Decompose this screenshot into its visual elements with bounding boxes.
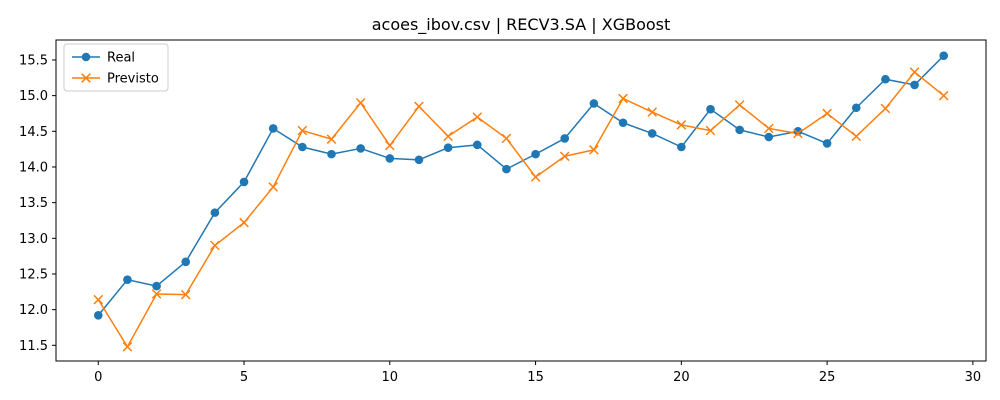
data-point-real <box>647 129 657 138</box>
data-point-previsto <box>268 182 279 192</box>
data-point-previsto <box>239 217 249 228</box>
y-tick-label: 11.5 <box>19 339 48 354</box>
x-tick-label: 10 <box>382 370 399 385</box>
x-tick-label: 0 <box>94 370 102 385</box>
data-point-previsto <box>414 101 424 112</box>
data-point-real <box>385 154 395 163</box>
data-point-previsto <box>297 125 308 136</box>
data-point-previsto <box>618 93 628 104</box>
data-point-real <box>531 149 540 159</box>
legend-label-previsto: Previsto <box>107 72 159 87</box>
data-point-real <box>472 140 482 150</box>
data-point-real <box>706 104 715 114</box>
data-point-previsto <box>880 103 891 114</box>
data-point-real <box>939 51 949 60</box>
series-line-previsto <box>97 71 945 348</box>
data-point-real <box>793 127 803 136</box>
data-point-previsto <box>559 151 570 162</box>
x-tick-label: 15 <box>527 370 544 385</box>
y-tick-label: 14.5 <box>19 125 48 140</box>
legend: Real Previsto <box>63 43 169 92</box>
y-tick-label: 13.5 <box>19 196 48 211</box>
data-point-previsto <box>938 90 949 101</box>
chart-title: acoes_ibov.csv | RECV3.SA | XGBoost <box>372 15 671 35</box>
y-tick-label: 12.0 <box>19 303 48 318</box>
data-point-real <box>123 275 132 284</box>
data-point-real <box>356 144 365 153</box>
data-point-previsto <box>180 289 191 300</box>
data-point-real <box>764 132 774 142</box>
data-point-real <box>502 164 511 174</box>
y-tick-label: 12.5 <box>19 267 48 282</box>
data-point-real <box>239 177 249 187</box>
data-point-previsto <box>93 294 104 305</box>
data-point-real <box>327 149 336 159</box>
x-tick-label: 20 <box>673 370 690 385</box>
legend-marker-previsto <box>81 73 91 83</box>
data-point-previsto <box>326 134 337 144</box>
axes-frame <box>55 39 987 362</box>
data-point-real <box>677 142 686 152</box>
data-point-real <box>152 281 161 291</box>
data-point-real <box>181 257 191 267</box>
data-point-previsto <box>472 112 483 122</box>
data-point-real <box>822 139 832 148</box>
data-point-previsto <box>763 123 774 134</box>
y-tick-label: 14.0 <box>19 160 48 175</box>
data-point-previsto <box>822 108 832 119</box>
data-point-previsto <box>530 172 541 182</box>
data-point-real <box>414 155 424 165</box>
data-point-previsto <box>676 120 687 130</box>
data-point-real <box>298 142 307 152</box>
data-point-real <box>618 118 628 128</box>
data-point-real <box>93 311 103 320</box>
y-tick-label: 15.5 <box>19 53 48 68</box>
data-point-real <box>560 134 570 143</box>
y-tick-label: 15.0 <box>19 89 48 104</box>
data-point-real <box>589 99 599 108</box>
data-point-real <box>910 80 919 90</box>
data-point-previsto <box>793 128 803 139</box>
data-point-real <box>268 124 278 133</box>
data-point-previsto <box>589 145 599 155</box>
x-tick-label: 25 <box>819 370 836 385</box>
data-point-previsto <box>443 131 453 142</box>
data-point-previsto <box>705 125 716 136</box>
legend-label-real: Real <box>107 51 135 66</box>
data-point-previsto <box>355 97 366 108</box>
data-point-previsto <box>151 289 162 299</box>
data-point-previsto <box>734 100 745 110</box>
plot-area: 0 5 10 15 20 25 30 11.5 12.0 12.5 13.0 13.5 14.0 14.5… <box>19 39 987 385</box>
legend-marker-real <box>81 52 91 62</box>
data-point-real <box>851 103 861 113</box>
y-tick-label: 13.0 <box>19 232 48 247</box>
data-point-previsto <box>122 341 133 352</box>
data-point-previsto <box>384 140 395 151</box>
x-tick-label: 5 <box>240 370 248 385</box>
data-point-previsto <box>909 67 920 77</box>
data-point-real <box>210 208 220 217</box>
data-point-real <box>443 143 453 153</box>
x-tick-label: 30 <box>965 370 982 385</box>
data-point-real <box>881 74 890 84</box>
data-point-real <box>735 125 744 135</box>
series-line-real <box>97 55 945 316</box>
data-point-previsto <box>851 131 862 142</box>
data-point-previsto <box>647 107 658 117</box>
data-point-previsto <box>501 133 512 144</box>
data-point-previsto <box>210 240 220 251</box>
